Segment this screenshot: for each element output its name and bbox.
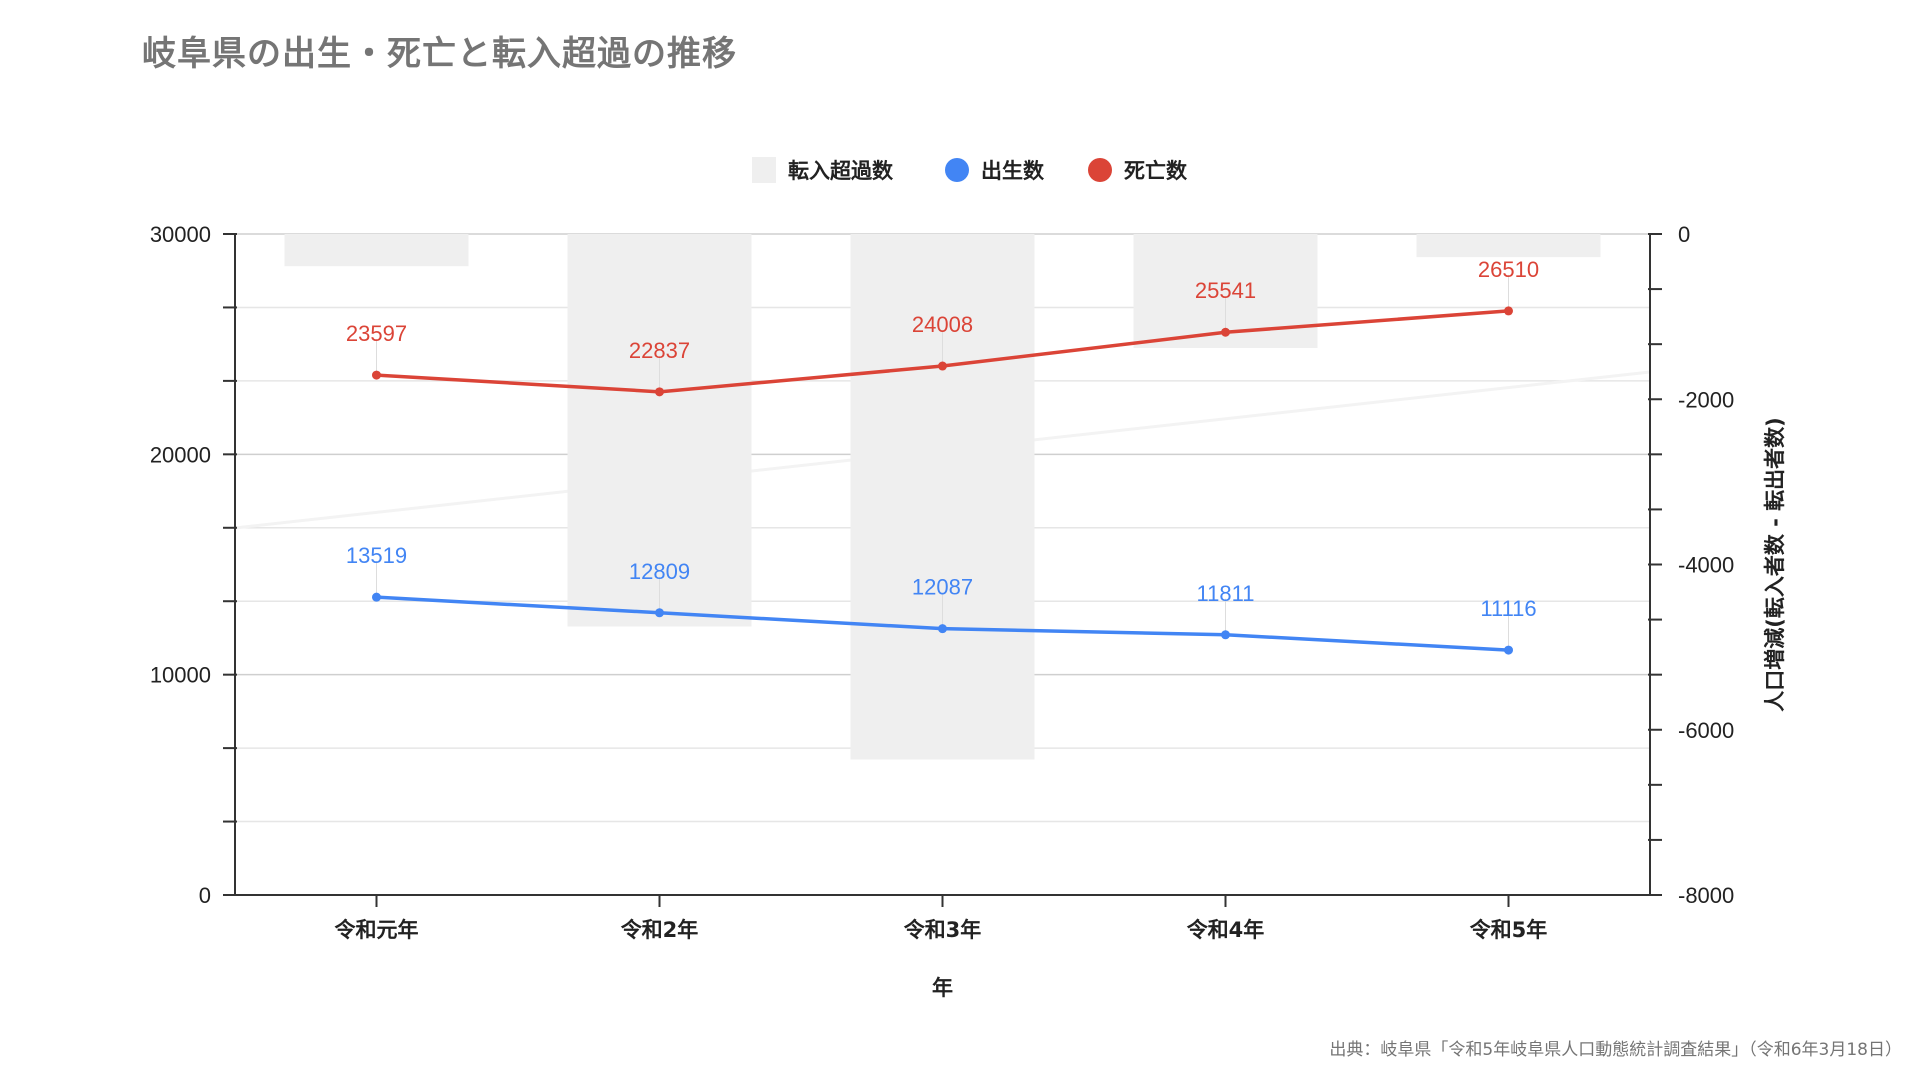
data-point <box>938 361 947 371</box>
right-axis-title: 人口増減(転入者数 - 転出者数) <box>1763 417 1787 712</box>
legend-label: 転入超過数 <box>788 159 894 183</box>
bar-3 <box>850 234 1035 760</box>
data-point <box>372 592 381 602</box>
bar-1 <box>284 234 469 267</box>
legend-label: 死亡数 <box>1124 159 1188 183</box>
data-label: 13519 <box>346 543 407 568</box>
legend-label: 出生数 <box>981 159 1045 183</box>
data-label: 11811 <box>1197 581 1255 606</box>
data-label: 26510 <box>1478 257 1539 282</box>
data-point <box>938 624 947 634</box>
data-point <box>1221 630 1230 640</box>
left-tick-label: 20000 <box>150 442 211 467</box>
data-point <box>1504 306 1513 316</box>
right-tick-label: -6000 <box>1678 718 1734 743</box>
right-tick-label: -8000 <box>1678 883 1734 908</box>
left-tick-label: 30000 <box>150 222 211 247</box>
right-tick-label: 0 <box>1678 222 1690 247</box>
data-point <box>655 608 664 618</box>
source-note: 出典：岐阜県「令和5年岐阜県人口動態統計調査結果」（令和6年3月18日） <box>1329 1040 1902 1060</box>
x-tick-label: 令和5年 <box>1470 918 1548 942</box>
x-tick-label: 令和3年 <box>904 918 982 942</box>
data-label: 12809 <box>629 559 690 584</box>
data-point <box>1221 327 1230 337</box>
data-label: 24008 <box>912 312 973 337</box>
data-point <box>372 370 381 380</box>
data-label: 22837 <box>629 338 690 363</box>
x-tick-label: 令和2年 <box>621 918 699 942</box>
data-point <box>1504 645 1513 655</box>
data-label: 25541 <box>1195 278 1256 303</box>
chart-title: 岐阜県の出生・死亡と転入超過の推移 <box>142 34 737 74</box>
right-tick-label: -4000 <box>1678 553 1734 578</box>
data-label: 23597 <box>346 321 407 346</box>
data-label: 11116 <box>1480 596 1536 621</box>
data-label: 12087 <box>912 575 973 600</box>
legend-swatch-dot <box>945 158 969 182</box>
right-tick-label: -2000 <box>1678 387 1734 412</box>
left-tick-label: 10000 <box>150 663 211 688</box>
x-tick-label: 令和元年 <box>335 918 419 942</box>
x-axis-title: 年 <box>932 976 953 1000</box>
bar-2 <box>567 234 752 627</box>
legend-swatch-bar <box>752 157 776 183</box>
bar-5 <box>1416 234 1601 258</box>
data-point <box>655 387 664 397</box>
left-tick-label: 0 <box>199 883 211 908</box>
legend-swatch-dot <box>1088 158 1112 182</box>
x-tick-label: 令和4年 <box>1187 918 1265 942</box>
